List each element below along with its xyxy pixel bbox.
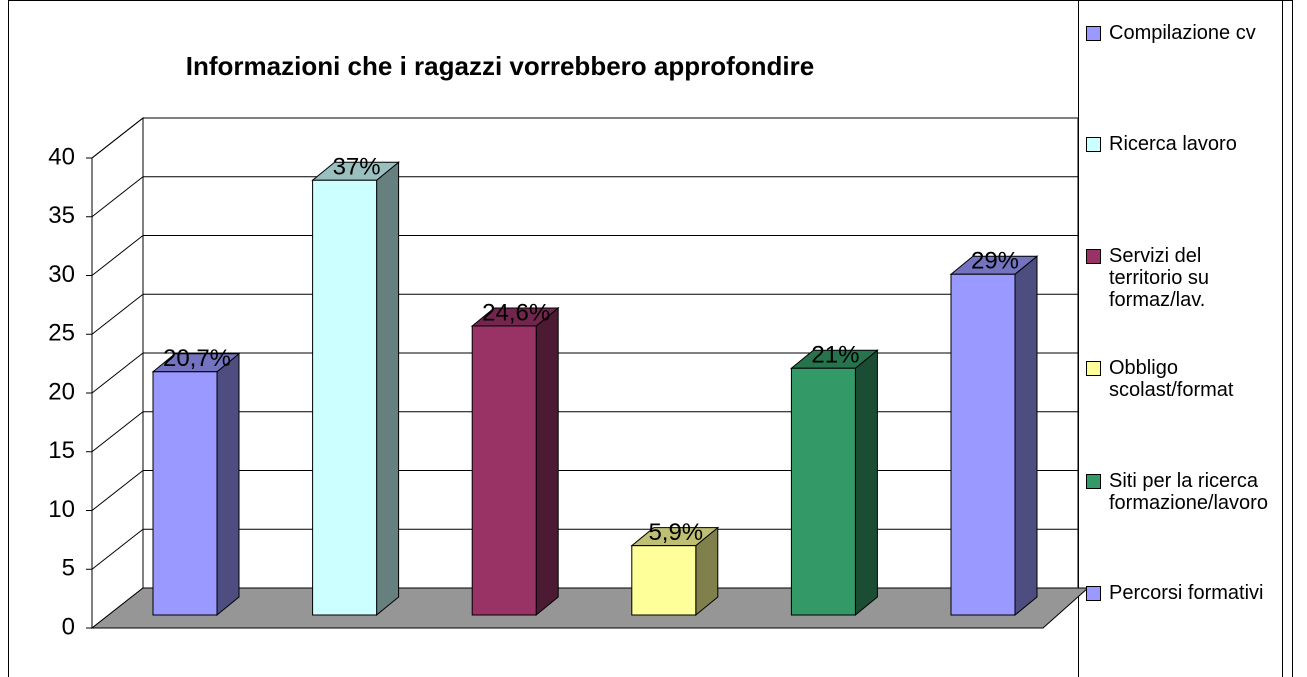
grid-line (91, 117, 144, 159)
y-tick-label: 30 (48, 261, 75, 288)
y-tick-label: 35 (48, 202, 75, 229)
grid-line (91, 293, 144, 335)
y-tick-label: 0 (62, 613, 75, 640)
data-label: 20,7% (163, 345, 231, 372)
bar (950, 273, 1016, 616)
grid-line (91, 411, 144, 453)
grid-line (91, 528, 144, 570)
bar-side (216, 352, 240, 617)
legend-label: Obbligo scolast/format (1109, 357, 1234, 401)
bar-side (376, 161, 400, 617)
y-tick-label: 20 (48, 378, 75, 405)
legend-swatch (1086, 474, 1101, 489)
y-tick-label: 15 (48, 437, 75, 464)
legend-swatch (1086, 586, 1101, 601)
legend-swatch (1086, 137, 1101, 152)
bar (312, 179, 378, 616)
y-tick-label: 10 (48, 496, 75, 523)
chart-title: Informazioni che i ragazzi vorrebbero ap… (186, 51, 814, 81)
legend-entry: Obbligo scolast/format (1086, 357, 1272, 401)
bar-side (854, 349, 878, 617)
grid-line (91, 352, 144, 394)
frame (8, 0, 1293, 677)
bar (631, 545, 697, 616)
bar (152, 371, 218, 616)
grid-line (91, 235, 144, 276)
grid-line (91, 470, 144, 511)
legend-swatch (1086, 361, 1101, 376)
floor (90, 587, 1090, 629)
data-label: 21% (811, 342, 859, 369)
legend-entry: Ricerca lavoro (1086, 133, 1272, 155)
legend-label: Servizi del territorio su formaz/lav. (1109, 245, 1210, 311)
legend-entry: Siti per la ricerca formazione/lavoro (1086, 470, 1272, 514)
legend-label: Ricerca lavoro (1109, 133, 1237, 155)
bar (471, 325, 537, 616)
legend-entry: Compilazione cv (1086, 22, 1272, 44)
data-label: 5,9% (648, 519, 703, 546)
legend-swatch (1086, 249, 1101, 264)
legend-entry: Percorsi formativi (1086, 582, 1272, 604)
data-label: 29% (971, 248, 1019, 275)
legend-entry: Servizi del territorio su formaz/lav. (1086, 245, 1272, 311)
legend-label: Compilazione cv (1109, 22, 1256, 44)
data-label: 24,6% (482, 299, 550, 326)
grid-line (91, 176, 144, 218)
y-tick-label: 25 (48, 320, 75, 347)
y-tick-label: 40 (48, 143, 75, 170)
y-tick-label: 5 (62, 555, 75, 582)
bar (790, 367, 856, 616)
legend-swatch (1086, 26, 1101, 41)
legend-label: Siti per la ricerca formazione/lavoro (1109, 470, 1268, 514)
data-label: 37% (333, 154, 381, 181)
bar-side (1014, 255, 1038, 617)
legend-label: Percorsi formativi (1109, 582, 1264, 604)
bar-side (535, 306, 559, 617)
